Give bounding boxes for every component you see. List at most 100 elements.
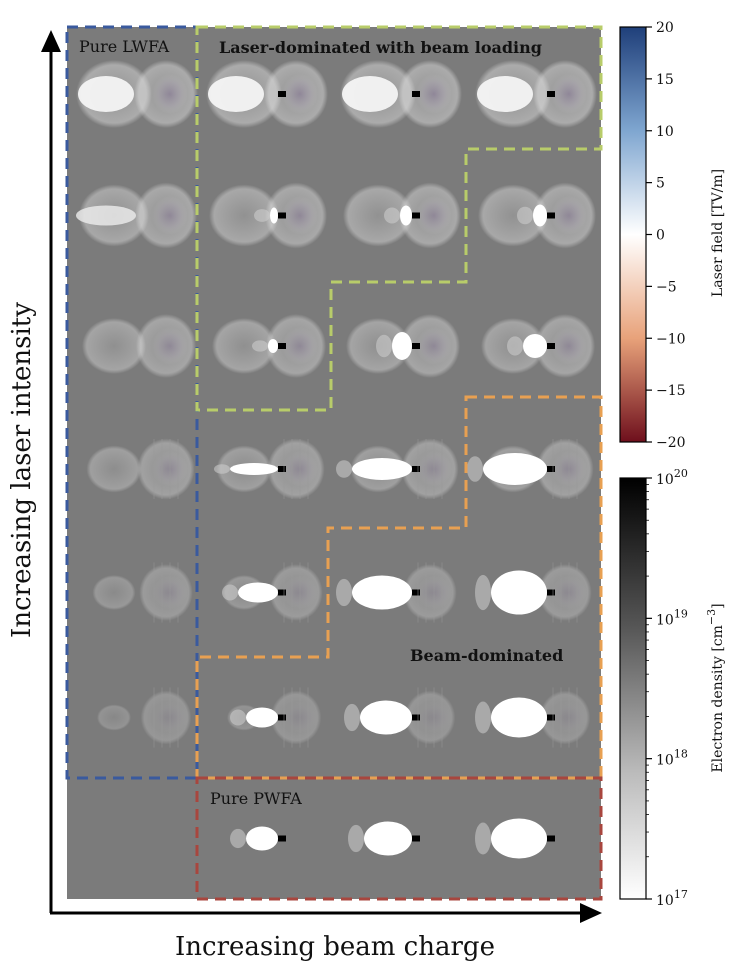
beam-bubble — [364, 821, 412, 856]
laser-pulse — [551, 74, 587, 114]
laser-pulse — [551, 327, 587, 365]
density-colorbar — [619, 477, 647, 900]
density-tick-label: 1019 — [656, 607, 688, 628]
density-colorbar-label: Electron density [cm−3] — [705, 603, 726, 772]
plasma-shell — [478, 184, 548, 247]
sim-panel — [97, 687, 192, 748]
laser-tick-label: −10 — [656, 331, 686, 347]
sheath — [467, 456, 483, 482]
laser-pulse — [416, 74, 452, 114]
pure-pwfa-border — [195, 776, 603, 901]
plasma-bubble — [78, 76, 134, 112]
laser-pulse — [551, 196, 587, 235]
laser-dominated-border — [195, 25, 603, 412]
sim-panel — [86, 438, 195, 500]
beam-bubble — [352, 458, 412, 480]
plasma-shell — [209, 184, 279, 247]
drive-beam — [547, 589, 555, 596]
sim-panel — [478, 182, 597, 249]
beam-bubble — [400, 205, 412, 226]
sheath — [214, 464, 230, 474]
sim-panel — [475, 687, 591, 748]
sim-panel — [340, 60, 462, 128]
beam-bubble — [491, 818, 547, 859]
sheath — [517, 206, 533, 225]
beam-bubble — [238, 582, 278, 603]
beam-bubble — [533, 204, 547, 227]
drive-beam — [278, 589, 286, 596]
beam-bubble — [270, 207, 278, 224]
laser-pulse — [282, 74, 318, 114]
sheath — [475, 822, 491, 855]
sim-panel — [475, 60, 597, 128]
density-tick-label: 1020 — [656, 467, 688, 488]
sim-panel — [475, 562, 592, 623]
sim-panel — [336, 438, 459, 500]
drive-beam — [547, 343, 555, 349]
drive-beam — [412, 343, 420, 349]
drive-beam — [278, 835, 286, 842]
beam-bubble — [491, 697, 547, 738]
drive-beam — [547, 466, 555, 472]
sheath — [230, 828, 246, 849]
region-borders — [65, 25, 603, 901]
y-axis-arrowhead — [41, 30, 61, 52]
laser-pulse — [416, 327, 452, 365]
beam-bubble — [352, 575, 412, 610]
sim-panel — [475, 818, 555, 859]
sheath — [252, 340, 268, 352]
plasma-shell — [92, 575, 136, 610]
sim-panel — [76, 182, 198, 249]
density-tick-label: 1017 — [656, 888, 688, 909]
sim-panel — [467, 438, 594, 500]
sim-panel — [346, 314, 461, 378]
beam-bubble — [268, 339, 278, 353]
beam-bubble — [246, 707, 278, 728]
sim-panel — [336, 562, 457, 623]
drive-beam — [278, 212, 286, 219]
drive-beam — [278, 714, 286, 721]
sheath — [475, 574, 491, 611]
drive-beam — [547, 714, 555, 721]
sim-panel — [76, 60, 198, 128]
drive-beam — [412, 91, 420, 97]
sheath — [336, 578, 352, 607]
laser-pulse — [416, 196, 452, 235]
beam-bubble — [360, 700, 412, 735]
drive-beam — [547, 212, 555, 219]
laser-colorbar-ticks: 20 15 10 5 0 −5 −10 −15 −20 — [646, 20, 686, 451]
drive-beam — [278, 466, 286, 472]
sim-panel — [222, 562, 323, 623]
sim-panel — [230, 826, 286, 851]
laser-pulse — [282, 196, 318, 235]
sheath — [254, 209, 270, 222]
pure-pwfa-label: Pure PWFA — [210, 789, 302, 808]
plasma-bubble — [477, 76, 533, 112]
sheath — [376, 334, 392, 358]
laser-pulse — [152, 196, 188, 235]
laser-tick-label: −15 — [656, 383, 686, 399]
sim-panel — [212, 314, 327, 378]
laser-tick-label: 15 — [656, 72, 674, 88]
x-axis-label: Increasing beam charge — [175, 932, 495, 962]
drive-beam — [412, 714, 420, 721]
drive-beam — [547, 835, 555, 842]
beam-dominated-border — [195, 395, 603, 780]
plasma-shell — [343, 184, 413, 247]
plasma-shell — [212, 318, 276, 374]
drive-beam — [547, 91, 555, 97]
sim-panel — [214, 438, 325, 500]
laser-tick-label: 10 — [656, 124, 674, 140]
sheath — [222, 584, 238, 601]
plasma-shell — [82, 318, 146, 374]
laser-pulse — [152, 327, 188, 365]
drive-beam — [412, 835, 420, 842]
sim-panel — [206, 60, 328, 128]
laser-colorbar — [619, 26, 647, 443]
density-colorbar-ticks: 1020 1019 1018 1017 — [646, 467, 688, 909]
sheath — [230, 709, 246, 726]
plasma-bubble — [208, 76, 264, 112]
drive-beam — [412, 589, 420, 596]
plasma-shell — [86, 445, 142, 493]
